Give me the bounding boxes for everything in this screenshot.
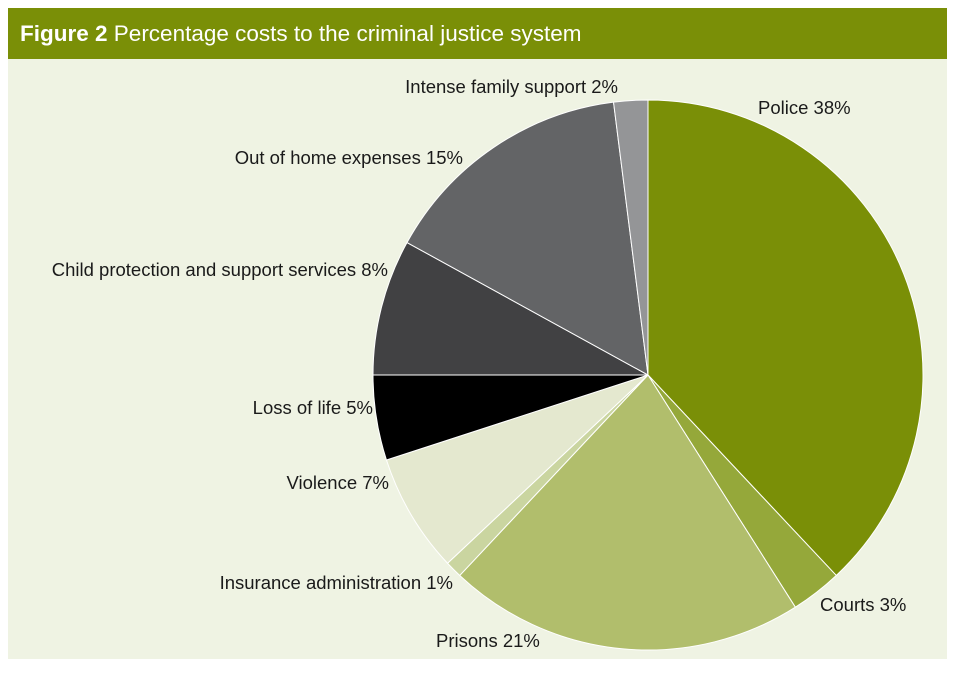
pie-label-child-protection-and-support-services: Child protection and support services 8% (52, 259, 388, 280)
pie-label-courts: Courts 3% (820, 594, 906, 615)
pie-label-loss-of-life: Loss of life 5% (253, 397, 373, 418)
pie-slice-intense-family-support (612, 99, 649, 376)
pie-slice-violence (385, 374, 649, 564)
pie-slices (372, 99, 924, 651)
pie-slice-out-of-home-expenses (406, 101, 649, 376)
pie-slice-child-protection-and-support-services (372, 241, 649, 376)
pie-label-out-of-home-expenses: Out of home expenses 15% (235, 147, 463, 168)
figure-number: Figure 2 (20, 21, 108, 46)
pie-label-prisons: Prisons 21% (436, 630, 540, 651)
pie-label-violence: Violence 7% (286, 472, 389, 493)
pie-slice-police (647, 99, 924, 577)
pie-slice-prisons (459, 374, 797, 651)
pie-label-insurance-administration: Insurance administration 1% (220, 572, 453, 593)
figure-header: Figure 2 Percentage costs to the crimina… (8, 8, 947, 59)
pie-label-intense-family-support: Intense family support 2% (405, 76, 618, 97)
pie-labels: Police 38% Courts 3% Prisons 21% Insurance … (52, 76, 907, 651)
figure-title: Percentage costs to the criminal justice… (113, 21, 582, 46)
pie-label-police: Police 38% (758, 97, 851, 118)
